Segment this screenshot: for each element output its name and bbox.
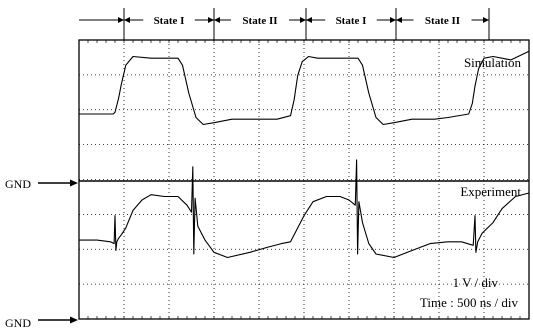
state-arrow-left xyxy=(214,17,220,23)
gnd-bottom-label: GND xyxy=(5,316,31,329)
experiment-label: Experiment xyxy=(460,184,521,199)
gnd-arrow-head xyxy=(70,317,78,324)
state-label: State II xyxy=(425,15,460,27)
state-label: State II xyxy=(242,15,277,27)
volts-per-div-label: 1 V / div xyxy=(453,275,499,290)
gnd-arrow-head xyxy=(70,180,78,187)
traces xyxy=(79,51,529,257)
state-arrow-right xyxy=(483,17,489,23)
state-arrow-right xyxy=(208,17,214,23)
state-label: State I xyxy=(154,15,185,27)
simulation-label: Simulation xyxy=(464,55,522,70)
time-per-div-label: Time : 500 ns / div xyxy=(420,295,519,310)
state-label: State I xyxy=(336,15,367,27)
state-arrow-left xyxy=(124,17,130,23)
state-arrow-right xyxy=(118,17,124,23)
state-timeline: State I State II State I State II xyxy=(79,8,489,40)
state-arrow-left xyxy=(396,17,402,23)
state-arrow-left xyxy=(306,17,312,23)
ground-markers xyxy=(38,180,78,324)
gnd-top-label: GND xyxy=(5,177,31,191)
state-arrow-right xyxy=(390,17,396,23)
simulation-trace xyxy=(79,51,529,124)
state-arrow-right xyxy=(300,17,306,23)
